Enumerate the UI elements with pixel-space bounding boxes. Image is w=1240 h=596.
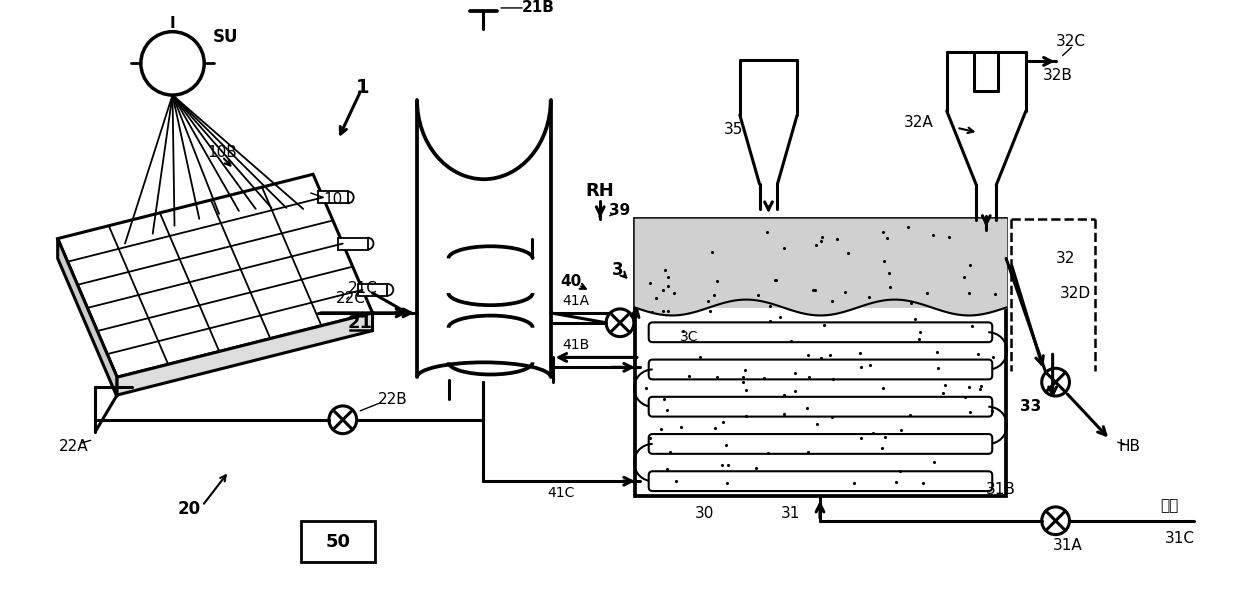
Text: 20: 20 (177, 500, 201, 518)
Bar (337, 238, 367, 250)
Text: 3C: 3C (680, 330, 698, 344)
Text: 39: 39 (609, 203, 631, 218)
Text: 41B: 41B (562, 337, 589, 352)
Text: 35: 35 (724, 122, 744, 137)
FancyBboxPatch shape (649, 359, 992, 380)
Text: 32A: 32A (904, 115, 934, 131)
FancyBboxPatch shape (649, 471, 992, 491)
Text: 41A: 41A (562, 294, 589, 308)
Text: 21C: 21C (347, 281, 377, 296)
Text: 50: 50 (325, 533, 351, 551)
Text: HB: HB (1118, 439, 1141, 454)
Text: 10: 10 (324, 191, 342, 206)
Bar (635, 219, 1006, 496)
Text: 40: 40 (560, 274, 582, 288)
Text: I: I (170, 16, 175, 31)
Text: 31C: 31C (1164, 531, 1194, 546)
Polygon shape (58, 238, 117, 397)
Text: 22B: 22B (377, 393, 407, 408)
Text: 空气: 空气 (1161, 498, 1178, 513)
Text: 3: 3 (613, 261, 624, 280)
FancyBboxPatch shape (649, 322, 992, 342)
Text: 22C: 22C (336, 290, 366, 306)
Bar (357, 284, 387, 296)
Text: 10B: 10B (207, 145, 237, 160)
Text: 22A: 22A (58, 439, 88, 454)
Text: 31B: 31B (986, 482, 1016, 496)
Bar (301, 521, 376, 563)
Text: 1: 1 (356, 77, 370, 97)
Text: 30: 30 (694, 507, 714, 522)
Text: 32D: 32D (1060, 285, 1091, 300)
Polygon shape (58, 174, 372, 377)
FancyBboxPatch shape (649, 397, 992, 417)
Bar (317, 191, 347, 203)
Text: 31: 31 (781, 507, 800, 522)
FancyBboxPatch shape (649, 434, 992, 454)
Text: 31A: 31A (1053, 538, 1083, 553)
Text: RH: RH (585, 182, 615, 200)
Text: 32: 32 (1055, 251, 1075, 266)
Text: 32B: 32B (1043, 68, 1073, 83)
Text: 32C: 32C (1055, 34, 1085, 49)
Circle shape (141, 32, 205, 95)
Text: 33: 33 (1021, 399, 1042, 414)
Text: 21B: 21B (521, 1, 554, 15)
Polygon shape (117, 313, 372, 395)
Text: SU: SU (213, 27, 239, 46)
Text: 21: 21 (347, 313, 372, 332)
Bar (635, 219, 1006, 308)
Text: 41C: 41C (547, 486, 574, 500)
